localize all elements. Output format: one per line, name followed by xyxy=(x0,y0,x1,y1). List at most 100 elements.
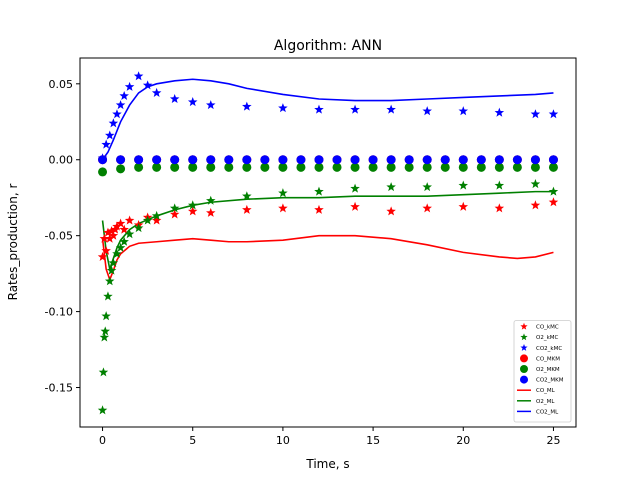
point-co2-kmc xyxy=(278,103,288,113)
point-co-kmc xyxy=(99,233,110,243)
point-co2-kmc xyxy=(101,139,111,149)
y-tick-label: 0.00 xyxy=(49,154,74,167)
point-co-kmc xyxy=(278,203,288,213)
point-o2-mkm xyxy=(368,162,378,172)
point-o2-mkm xyxy=(170,162,180,172)
x-tick-label: 20 xyxy=(456,434,470,447)
point-o2-kmc xyxy=(494,180,505,190)
series-line-co2-ml xyxy=(101,78,554,161)
x-tick-label: 10 xyxy=(276,434,290,447)
point-co2-mkm xyxy=(116,155,126,165)
point-o2-kmc xyxy=(112,248,122,258)
point-o2-kmc xyxy=(548,186,559,196)
plot-frame xyxy=(79,57,577,428)
point-o2-kmc xyxy=(115,242,126,252)
point-o2-kmc xyxy=(103,291,113,301)
point-o2-mkm xyxy=(494,162,504,172)
point-o2-kmc xyxy=(105,276,115,286)
legend-swatch-o2-mkm xyxy=(520,365,528,373)
legend-swatch-co-mkm xyxy=(520,354,528,363)
point-o2-mkm xyxy=(260,162,270,172)
point-o2-kmc xyxy=(142,215,153,225)
point-co2-mkm xyxy=(170,155,180,165)
point-co2-mkm xyxy=(440,155,450,165)
point-o2-mkm xyxy=(296,162,306,172)
point-o2-mkm xyxy=(512,162,522,172)
point-o2-mkm xyxy=(224,162,234,172)
point-co-kmc xyxy=(187,206,198,216)
point-co-kmc xyxy=(115,218,126,228)
point-co2-kmc xyxy=(422,106,432,116)
point-o2-mkm xyxy=(152,162,162,172)
legend-label-co-kmc: CO_kMC xyxy=(536,325,559,331)
point-o2-mkm xyxy=(386,162,396,172)
y-tick-label: -0.05 xyxy=(45,230,73,243)
legend-label-o2-ml: O2_ML xyxy=(536,399,555,405)
point-co2-mkm xyxy=(422,155,432,165)
point-o2-mkm xyxy=(242,162,252,172)
legend-label-co2-kmc: CO2_kMC xyxy=(536,346,562,352)
point-co2-kmc xyxy=(530,109,541,119)
point-co2-kmc xyxy=(494,107,505,117)
point-co-kmc xyxy=(106,226,117,236)
point-o2-kmc xyxy=(133,223,144,233)
point-o2-kmc xyxy=(422,182,432,192)
point-co2-mkm xyxy=(548,155,558,165)
point-co-kmc xyxy=(169,209,180,219)
chart-title: Algorithm: ANN xyxy=(274,38,382,54)
point-co2-mkm xyxy=(224,155,234,165)
point-co2-kmc xyxy=(386,104,396,114)
point-o2-mkm xyxy=(350,162,360,172)
point-o2-mkm xyxy=(422,162,432,172)
point-co-kmc xyxy=(108,230,119,240)
point-o2-mkm xyxy=(458,162,468,172)
legend-swatch-co2-mkm xyxy=(520,375,528,384)
point-co2-mkm xyxy=(260,155,270,165)
point-o2-mkm xyxy=(314,162,324,172)
point-co-kmc xyxy=(103,227,113,237)
point-co-kmc xyxy=(386,206,396,216)
point-o2-mkm xyxy=(116,164,126,174)
point-co-kmc xyxy=(101,245,111,255)
point-co2-kmc xyxy=(242,101,252,111)
point-co2-kmc xyxy=(142,80,153,90)
point-o2-kmc xyxy=(99,332,110,342)
point-co2-kmc xyxy=(350,104,360,114)
series-line-co-ml xyxy=(101,234,554,283)
point-o2-mkm xyxy=(134,162,144,172)
point-co2-mkm xyxy=(404,155,414,165)
point-co-kmc xyxy=(206,207,216,217)
point-co2-kmc xyxy=(187,97,198,107)
point-co-kmc xyxy=(314,204,324,214)
point-o2-mkm xyxy=(332,162,342,172)
point-co-kmc xyxy=(151,215,162,225)
point-co2-mkm xyxy=(494,155,504,165)
point-co2-kmc xyxy=(124,81,135,91)
x-tick-label: 0 xyxy=(99,434,106,447)
point-co-kmc xyxy=(105,233,115,243)
point-co-kmc xyxy=(458,201,469,211)
point-o2-mkm xyxy=(530,162,540,172)
y-tick-label: -0.15 xyxy=(45,382,73,395)
point-o2-kmc xyxy=(278,188,288,198)
legend-label-co-mkm: CO_MKM xyxy=(536,356,560,362)
point-o2-kmc xyxy=(151,210,162,220)
point-o2-mkm xyxy=(440,162,450,172)
y-axis-label: Rates_production, r xyxy=(6,184,20,301)
point-o2-kmc xyxy=(97,405,108,415)
point-o2-kmc xyxy=(106,265,117,275)
legend-label-o2-kmc: O2_kMC xyxy=(536,335,559,341)
legend-swatch-co2-kmc xyxy=(520,344,528,351)
point-co2-mkm xyxy=(134,155,144,165)
legend-label-co2-mkm: CO2_MKM xyxy=(536,378,564,384)
point-co2-kmc xyxy=(108,118,119,128)
point-co2-mkm xyxy=(512,155,522,165)
point-o2-kmc xyxy=(458,180,469,190)
point-co-kmc xyxy=(548,197,559,207)
axis-ticks: 0 5 10 15 20 25 -0.15 -0.10 -0.05 0.00 0.05 xyxy=(45,78,561,447)
legend-label-co-ml: CO_ML xyxy=(536,388,556,394)
point-co2-mkm xyxy=(476,155,486,165)
point-o2-kmc xyxy=(530,179,541,189)
point-o2-kmc xyxy=(350,183,360,193)
